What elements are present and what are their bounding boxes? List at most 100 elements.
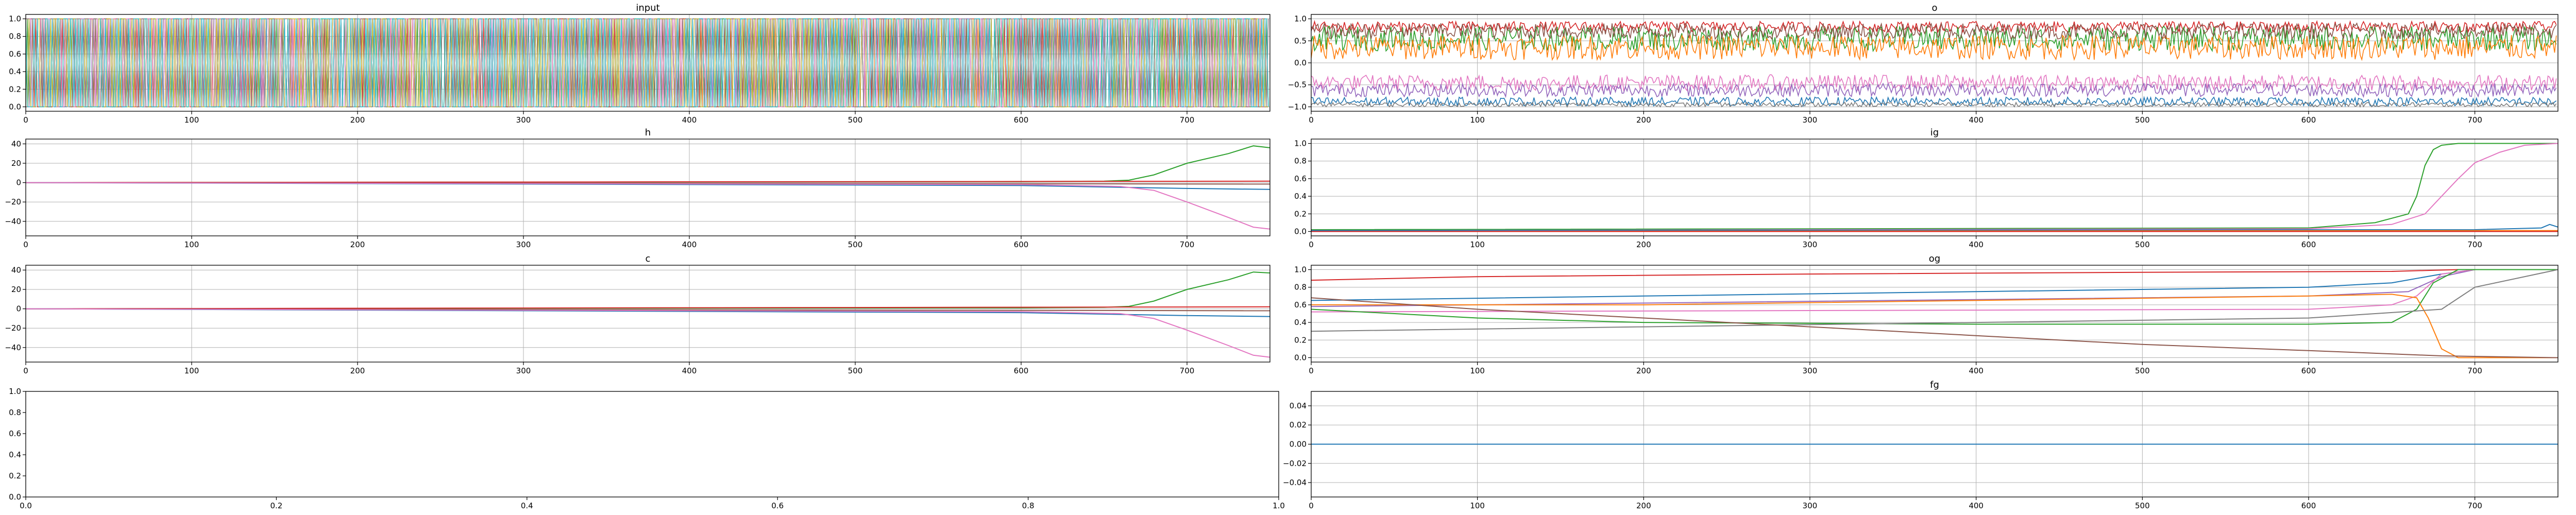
- y-tick-label: −40: [5, 217, 21, 226]
- x-tick-label: 200: [1636, 366, 1651, 375]
- panel-o: 0 100 200 300 400 500 600 700 −1.0 −0.5 0.0 0.5 1.0 o: [1288, 3, 2558, 125]
- y-tick-label: 0.5: [1294, 36, 1307, 45]
- y-tick-label: 0.0: [1294, 58, 1307, 67]
- series-line: [1311, 25, 2557, 53]
- x-tick-label: 100: [1470, 240, 1485, 249]
- y-tick-label: 0.0: [9, 492, 21, 502]
- y-tick-label: −20: [5, 323, 21, 333]
- x-tick-label: 0: [1309, 240, 1314, 249]
- series-line: [26, 306, 1270, 310]
- y-tick-label: 0.4: [9, 67, 21, 76]
- axes-frame: [25, 265, 1270, 363]
- y-tick-label: 0.6: [9, 49, 21, 59]
- y-tick-label: −20: [5, 197, 21, 207]
- series-line: [1311, 269, 2558, 313]
- axes-frame: [25, 139, 1270, 236]
- series-line: [26, 308, 1270, 358]
- series-line: [1311, 269, 2558, 325]
- x-tick-label: 200: [350, 366, 365, 375]
- plot-area: [1311, 143, 2558, 232]
- y-tick-label: −40: [5, 343, 21, 352]
- y-tick-label: 0.00: [1290, 440, 1307, 449]
- axes-frame: [1311, 265, 2558, 363]
- y-tick-label: 1.0: [1294, 265, 1307, 274]
- x-tick-label: 400: [1969, 366, 1984, 375]
- y-tick-label: −0.5: [1288, 80, 1307, 90]
- series-line: [1311, 269, 2558, 332]
- x-tick-label: 700: [2467, 366, 2482, 375]
- y-tick-label: 1.0: [9, 14, 21, 24]
- x-tick-label: 0.8: [1022, 501, 1035, 510]
- x-tick-label: 700: [2467, 240, 2482, 249]
- x-tick-label: 500: [2135, 240, 2150, 249]
- panel-c: 0 100 200 300 400 500 600 700 −40 −20 0 20 40 c: [5, 253, 1270, 375]
- series-line: [1311, 224, 2558, 231]
- x-tick-label: 300: [516, 240, 531, 249]
- y-tick-label: −1.0: [1288, 102, 1307, 111]
- series-line: [1311, 22, 2557, 41]
- x-tick-label: 100: [184, 240, 199, 249]
- series-line: [1311, 82, 2557, 98]
- y-tick-label: 0.0: [1294, 353, 1307, 362]
- y-tick-label: 0: [16, 304, 21, 314]
- x-tick-label: 700: [2467, 115, 2482, 125]
- series-line: [1311, 297, 2558, 358]
- y-tick-label: 1.0: [1294, 139, 1307, 148]
- axes-frame: [25, 14, 1270, 112]
- panel-empty: 0.0 0.2 0.4 0.6 0.8 1.0 0.0 0.2 0.4 0.6 0.8 1.0: [9, 387, 1285, 510]
- x-tick-label: 0.4: [521, 501, 533, 510]
- x-tick-label: 200: [350, 240, 365, 249]
- x-tick-label: 700: [2467, 501, 2482, 510]
- y-tick-label: 1.0: [9, 387, 21, 396]
- x-tick-label: 500: [2135, 366, 2150, 375]
- x-tick-label: 600: [2301, 115, 2316, 125]
- x-tick-label: 0.0: [20, 501, 32, 510]
- series-line: [1311, 294, 2558, 358]
- y-tick-label: 20: [11, 285, 21, 294]
- series-line: [1311, 143, 2558, 231]
- x-tick-label: 600: [1014, 115, 1029, 125]
- y-tick-label: 40: [11, 139, 21, 148]
- panel-title: fg: [1930, 380, 1939, 390]
- y-tick-label: 0.8: [1294, 157, 1307, 166]
- x-tick-label: 300: [1803, 366, 1818, 375]
- x-tick-label: 700: [1180, 366, 1195, 375]
- y-tick-label: 40: [11, 265, 21, 274]
- x-tick-label: 300: [1803, 501, 1818, 510]
- x-tick-label: 500: [848, 366, 863, 375]
- x-tick-label: 700: [1180, 115, 1195, 125]
- x-tick-label: 0: [23, 240, 28, 249]
- x-tick-label: 300: [1803, 240, 1818, 249]
- y-tick-label: −0.02: [1283, 459, 1307, 468]
- y-tick-label: 0.8: [9, 408, 21, 417]
- x-tick-label: 200: [1636, 501, 1651, 510]
- panel-title: c: [646, 253, 651, 264]
- x-tick-label: 400: [682, 115, 697, 125]
- x-tick-label: 100: [1470, 366, 1485, 375]
- axes-frame: [25, 391, 1279, 497]
- x-tick-label: 300: [1803, 115, 1818, 125]
- x-tick-label: 600: [2301, 366, 2316, 375]
- x-tick-label: 100: [184, 115, 199, 125]
- panel-fg: 0 100 200 300 400 500 600 700 −0.04 −0.02 0.00 0.02…: [1283, 380, 2558, 510]
- x-tick-label: 100: [184, 366, 199, 375]
- x-tick-label: 500: [848, 115, 863, 125]
- x-tick-label: 400: [682, 366, 697, 375]
- x-tick-label: 400: [1969, 115, 1984, 125]
- plot-area: [1311, 269, 2558, 358]
- x-tick-label: 0: [1309, 501, 1314, 510]
- x-tick-label: 0.2: [270, 501, 282, 510]
- y-tick-label: 0.8: [9, 32, 21, 41]
- plot-area: [1311, 20, 2557, 108]
- x-tick-label: 700: [1180, 240, 1195, 249]
- y-tick-label: 0.02: [1290, 420, 1307, 430]
- x-tick-label: 600: [1014, 240, 1029, 249]
- series-line: [26, 18, 1269, 108]
- panel-title: input: [636, 3, 659, 13]
- x-tick-label: 600: [2301, 501, 2316, 510]
- y-tick-label: −0.04: [1283, 478, 1307, 487]
- y-tick-label: 0.6: [1294, 174, 1307, 183]
- x-tick-label: 300: [516, 115, 531, 125]
- x-tick-label: 100: [1470, 501, 1485, 510]
- panel-title: ig: [1930, 127, 1939, 138]
